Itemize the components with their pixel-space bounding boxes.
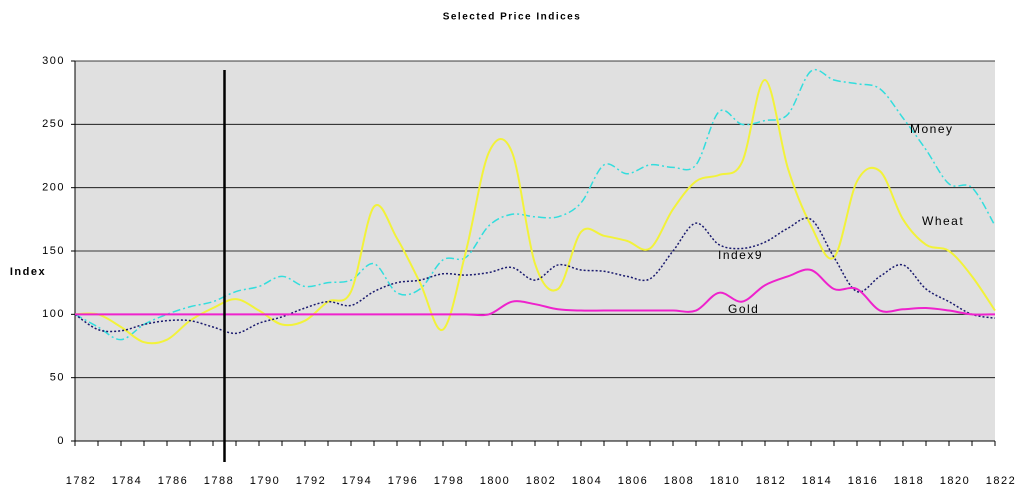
- series-label: Money: [910, 122, 954, 136]
- x-tick-label: 1782: [66, 475, 96, 487]
- x-tick-label: 1784: [112, 475, 142, 487]
- y-tick-label: 150: [42, 245, 65, 257]
- y-tick-label: 200: [42, 182, 65, 194]
- x-tick-label: 1810: [710, 475, 740, 487]
- x-tick-label: 1818: [894, 475, 924, 487]
- x-tick-label: 1790: [250, 475, 280, 487]
- y-tick-label: 250: [42, 118, 65, 130]
- x-tick-label: 1820: [940, 475, 970, 487]
- x-tick-label: 1798: [434, 475, 464, 487]
- y-axis-label: Index: [10, 266, 46, 278]
- series-line: [74, 217, 996, 335]
- y-tick-label: 0: [57, 435, 65, 447]
- x-tick-label: 1802: [526, 475, 556, 487]
- y-tick-label: 50: [50, 372, 65, 384]
- series-label: Index9: [718, 248, 763, 262]
- series-label: Gold: [728, 302, 759, 316]
- x-tick-label: 1822: [986, 475, 1016, 487]
- series-line: [74, 78, 996, 345]
- x-tick-label: 1816: [848, 475, 878, 487]
- x-tick-label: 1814: [802, 475, 832, 487]
- series-line: [74, 268, 996, 317]
- x-tick-label: 1792: [296, 475, 326, 487]
- x-tick-label: 1786: [158, 475, 188, 487]
- series-label: Wheat: [922, 214, 964, 228]
- y-tick-label: 100: [42, 308, 65, 320]
- x-tick-label: 1796: [388, 475, 418, 487]
- x-tick-label: 1804: [572, 475, 602, 487]
- x-tick-label: 1800: [480, 475, 510, 487]
- x-tick-label: 1788: [204, 475, 234, 487]
- y-tick-label: 300: [42, 55, 65, 67]
- chart-title: Selected Price Indices: [443, 12, 582, 23]
- series-line: [74, 69, 996, 341]
- x-tick-label: 1812: [756, 475, 786, 487]
- x-tick-label: 1808: [664, 475, 694, 487]
- x-tick-label: 1794: [342, 475, 372, 487]
- x-tick-label: 1806: [618, 475, 648, 487]
